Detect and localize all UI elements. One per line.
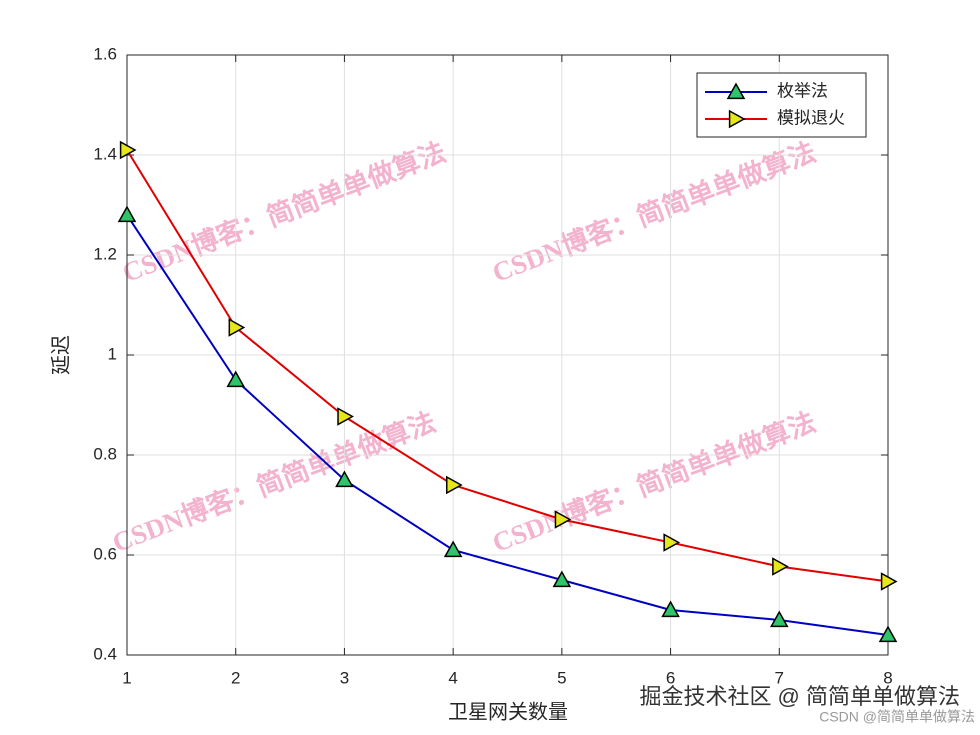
data-point — [228, 318, 246, 337]
data-point — [661, 600, 680, 618]
footer-watermark: CSDN @简简单单做算法 — [819, 709, 975, 725]
watermark: CSDN博客：简简单单做算法 — [488, 406, 820, 558]
y-tick-label: 0.6 — [93, 544, 117, 563]
x-tick-label: 3 — [340, 668, 349, 687]
data-point — [443, 540, 463, 558]
x-tick-label: 8 — [883, 668, 892, 687]
y-tick-label: 0.4 — [93, 644, 117, 663]
x-tick-label: 6 — [666, 668, 675, 687]
y-tick-label: 1 — [108, 344, 117, 363]
data-point — [880, 572, 898, 591]
legend-marker — [726, 82, 746, 100]
x-tick-label: 5 — [557, 668, 566, 687]
data-point — [770, 610, 789, 628]
axes-box — [126, 54, 889, 656]
data-point — [119, 140, 137, 160]
x-axis-label: 卫星网关数量 — [448, 700, 568, 723]
y-tick-label: 1.6 — [93, 44, 117, 63]
data-point — [335, 470, 354, 488]
series-line — [126, 149, 889, 583]
legend-label: 枚举法 — [777, 81, 828, 100]
legend-marker — [728, 109, 746, 129]
data-point — [552, 570, 572, 588]
watermark: CSDN博客：简简单单做算法 — [488, 136, 820, 288]
watermark: CSDN博客：简简单单做算法 — [108, 406, 440, 558]
x-tick-label: 7 — [775, 668, 784, 687]
legend-label: 模拟退火 — [777, 108, 845, 127]
data-point — [337, 407, 354, 426]
y-tick-label: 0.8 — [93, 444, 117, 463]
footer-watermark: 掘金技术社区 @ 简简单单做算法 — [639, 684, 960, 709]
y-tick-label: 1.4 — [93, 144, 117, 163]
y-axis-label: 延迟 — [49, 335, 72, 375]
x-tick-label: 4 — [448, 668, 457, 687]
data-point — [772, 557, 789, 576]
x-tick-label: 2 — [231, 668, 240, 687]
watermark: CSDN博客：简简单单做算法 — [118, 136, 450, 288]
data-point — [554, 510, 572, 529]
data-point — [445, 475, 463, 495]
data-point — [663, 533, 681, 552]
x-tick-label: 1 — [122, 668, 131, 687]
y-tick-label: 1.2 — [93, 244, 117, 263]
series-line — [126, 214, 889, 636]
data-point — [226, 370, 245, 388]
legend-box — [696, 72, 867, 138]
data-point — [117, 205, 137, 223]
data-point — [878, 625, 898, 643]
